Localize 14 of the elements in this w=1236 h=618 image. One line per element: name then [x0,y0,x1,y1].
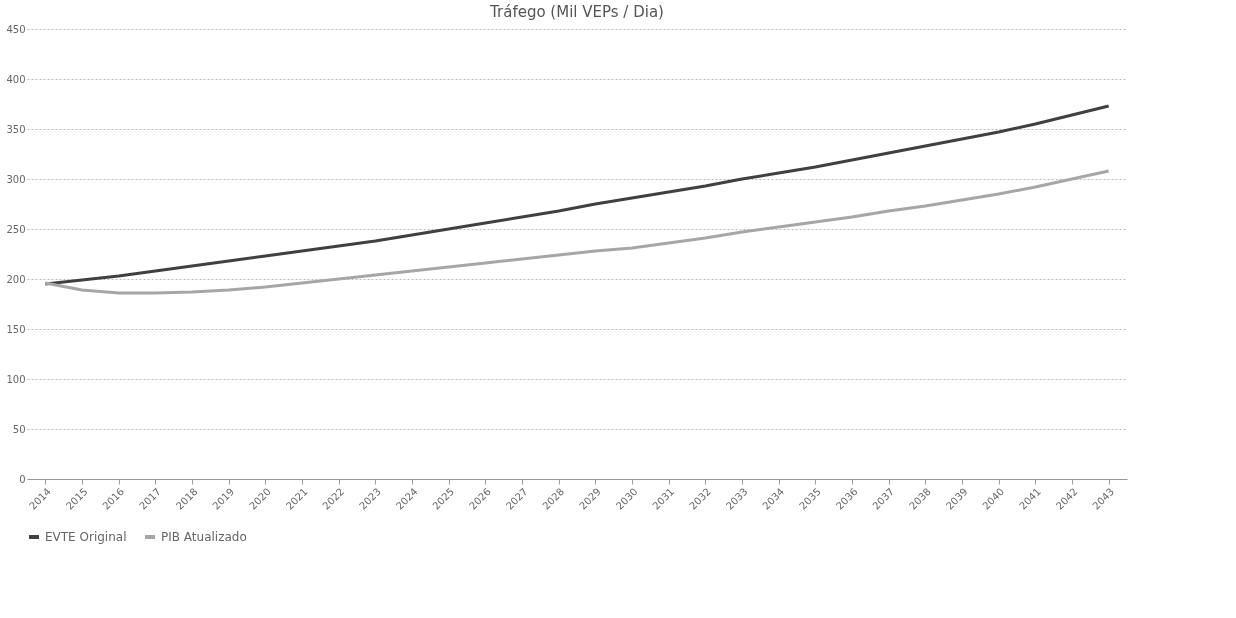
line-series [43,169,1111,295]
y-tick-label: 400 [6,73,26,85]
y-tick-label: 250 [6,223,26,235]
y-tick-label: 150 [6,323,26,335]
y-tick-label: 50 [12,423,26,435]
chart-title: Tráfego (Mil VEPs / Dia) [489,3,664,21]
y-tick-label: 100 [6,373,26,385]
legend-label: PIB Atualizado [161,530,247,544]
y-tick-label: 200 [6,273,26,285]
y-tick-label: 300 [6,173,26,185]
y-tick-label: 450 [6,23,26,35]
y-tick-label: 350 [6,123,26,135]
legend-label: EVTE Original [45,530,127,544]
y-tick-label: 0 [19,473,26,485]
